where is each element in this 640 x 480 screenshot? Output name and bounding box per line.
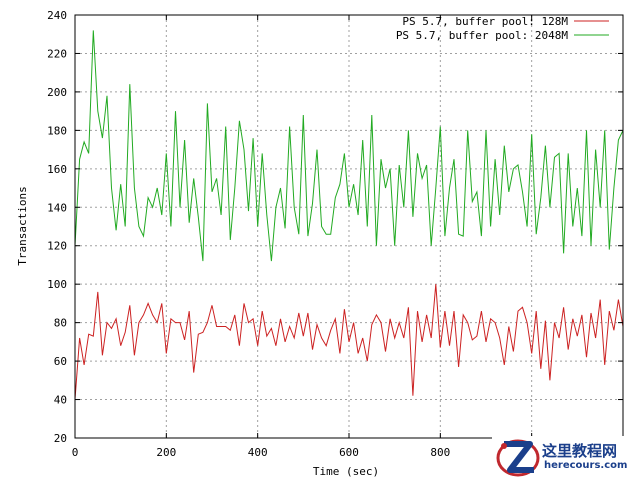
y-tick-label: 60 (54, 355, 67, 368)
legend-label-1: PS 5.7, buffer pool: 2048M (396, 29, 569, 42)
series-line-1 (74, 30, 624, 262)
y-tick-label: 140 (47, 201, 67, 214)
x-tick-label: 800 (430, 446, 450, 459)
z-globe-logo-icon (496, 439, 540, 477)
y-tick-label: 20 (54, 432, 67, 445)
series-line-0 (74, 284, 624, 400)
grid-lines (75, 15, 623, 438)
x-tick-label: 400 (248, 446, 268, 459)
x-tick-label: 600 (339, 446, 359, 459)
y-tick-label: 120 (47, 240, 67, 253)
y-tick-label: 100 (47, 278, 67, 291)
x-axis-label: Time (sec) (313, 465, 379, 478)
y-axis-label: Transactions (16, 186, 29, 265)
watermark: 这里教程网 herecours.com (492, 436, 640, 480)
series-layer (74, 30, 624, 400)
x-tick-label: 200 (156, 446, 176, 459)
y-axis-tick-labels: 20 40 60 80 100 120 140 160 180 200 220 240 (47, 9, 67, 445)
legend-label-0: PS 5.7, buffer pool: 128M (402, 15, 568, 28)
y-tick-label: 180 (47, 124, 67, 137)
y-tick-label: 160 (47, 163, 67, 176)
axis-ticks (74, 14, 624, 439)
watermark-text-en: herecours.com (544, 460, 628, 471)
y-tick-label: 200 (47, 86, 67, 99)
watermark-text-cn: 这里教程网 (542, 442, 618, 460)
y-tick-label: 240 (47, 9, 67, 22)
y-tick-label: 80 (54, 317, 67, 330)
x-tick-label: 0 (72, 446, 79, 459)
y-tick-label: 40 (54, 394, 67, 407)
y-tick-label: 220 (47, 47, 67, 60)
